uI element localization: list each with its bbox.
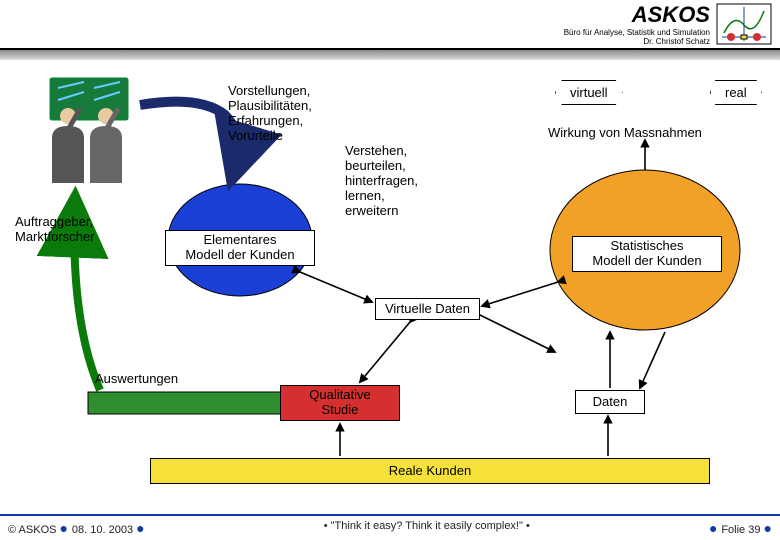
footer-slide: Folie 39 bbox=[721, 524, 760, 536]
box-reale-kunden: Reale Kunden bbox=[150, 458, 710, 484]
owner: Dr. Christof Schatz bbox=[564, 37, 710, 46]
text-auftraggeber: Auftraggeber, Marktforscher bbox=[15, 215, 94, 245]
logo-icon bbox=[716, 3, 772, 45]
footer-date: 08. 10. 2003 bbox=[72, 524, 133, 536]
brand: ASKOS bbox=[564, 2, 710, 28]
box-virtuelle-daten: Virtuelle Daten bbox=[375, 298, 480, 320]
hex-virtuell: virtuell bbox=[555, 80, 623, 105]
text-auswertungen: Auswertungen bbox=[95, 372, 178, 387]
footer-right: ● Folie 39 ● bbox=[709, 520, 772, 536]
separator-shade bbox=[0, 50, 780, 60]
header: ASKOS Büro für Analyse, Statistik und Si… bbox=[0, 0, 780, 48]
footer-tagline: "Think it easy? Think it easily complex!… bbox=[331, 520, 523, 532]
box-qualitative-studie: Qualitative Studie bbox=[280, 385, 400, 421]
footer: © ASKOS ● 08. 10. 2003 ● • "Think it eas… bbox=[8, 520, 772, 536]
text-verstehen: Verstehen, beurteilen, hinterfragen, ler… bbox=[345, 144, 418, 219]
tagline: Büro für Analyse, Statistik und Simulati… bbox=[564, 28, 710, 37]
hex-real: real bbox=[710, 80, 762, 105]
footer-center: • "Think it easy? Think it easily comple… bbox=[324, 520, 530, 536]
footer-copyright: © ASKOS bbox=[8, 524, 56, 536]
footer-left: © ASKOS ● 08. 10. 2003 ● bbox=[8, 520, 145, 536]
text-vorstellungen: Vorstellungen, Plausibilitäten, Erfahrun… bbox=[228, 84, 312, 144]
footer-line bbox=[0, 514, 780, 516]
text-wirkung: Wirkung von Massnahmen bbox=[548, 126, 702, 141]
label-statistisches: Statistisches Modell der Kunden bbox=[572, 236, 722, 272]
box-daten: Daten bbox=[575, 390, 645, 414]
label-elementares: Elementares Modell der Kunden bbox=[165, 230, 315, 266]
diagram-canvas: virtuell real Vorstellungen, Plausibilit… bbox=[0, 60, 780, 514]
